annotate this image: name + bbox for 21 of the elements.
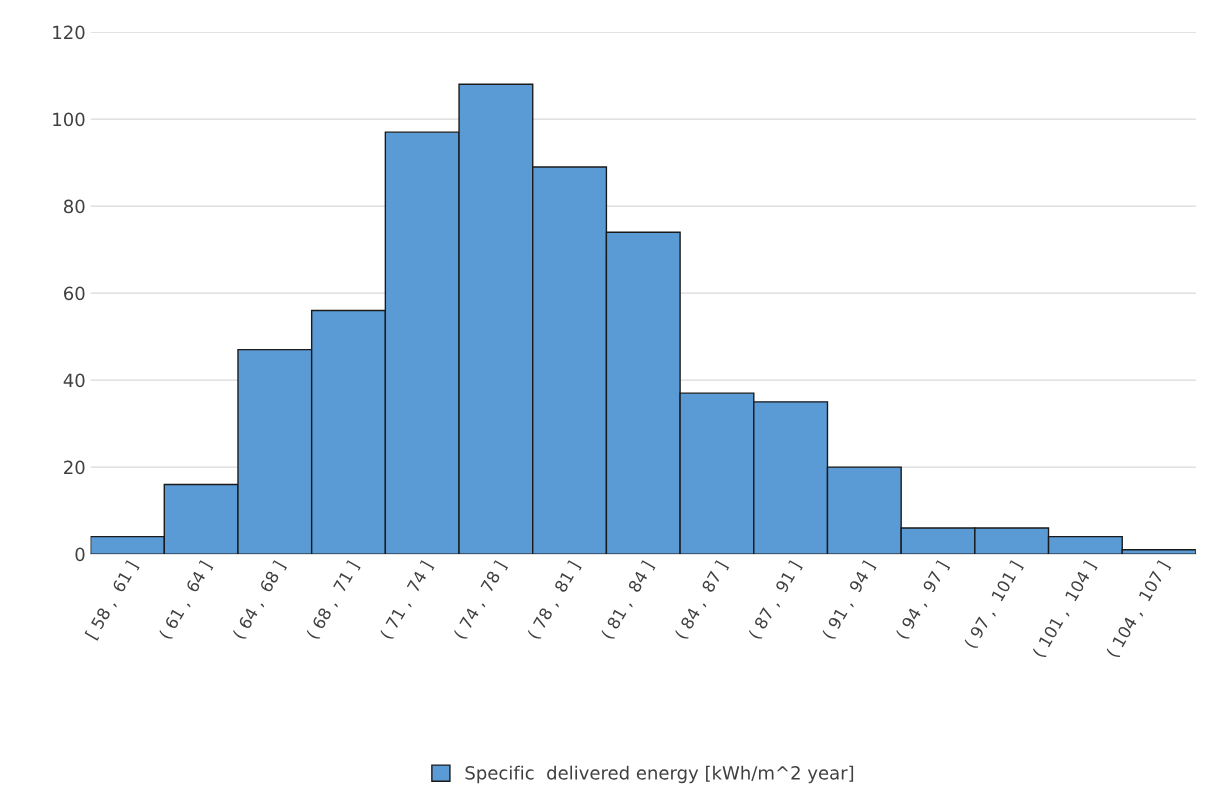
x-tick-label: ( 81 , 84 ] xyxy=(600,560,656,641)
y-tick-label: 120 xyxy=(53,25,85,40)
x-tick-label: ( 61 , 64 ] xyxy=(158,560,214,641)
y-tick-label: 60 xyxy=(64,286,85,301)
x-tick-label: ( 87 , 91 ] xyxy=(747,560,803,641)
x-tick-label: ( 94 , 97 ] xyxy=(895,560,951,641)
x-tick-label: ( 78 , 81 ] xyxy=(526,560,582,641)
x-tick-label: ( 71 , 74 ] xyxy=(379,560,435,641)
y-tick-label: 40 xyxy=(63,373,85,388)
x-tick-label: ( 74 , 78 ] xyxy=(453,560,509,641)
legend-label: Specific delivered energy [kWh/m^2 year] xyxy=(465,765,854,784)
y-tick-label: 80 xyxy=(63,199,85,214)
y-tick-label: 100 xyxy=(53,112,85,127)
x-tick-label: ( 68 , 71 ] xyxy=(305,560,361,641)
x-tick-label: ( 97 , 101 ] xyxy=(963,560,1024,650)
x-tick-label: ( 84 , 87 ] xyxy=(674,560,730,641)
x-tick-label: [ 58 , 61 ] xyxy=(84,560,140,641)
y-tick-label: 0 xyxy=(75,547,85,562)
x-tick-label: ( 91 , 94 ] xyxy=(821,560,877,641)
y-tick-label: 20 xyxy=(64,460,85,475)
x-tick-label: ( 64 , 68 ] xyxy=(231,560,287,641)
